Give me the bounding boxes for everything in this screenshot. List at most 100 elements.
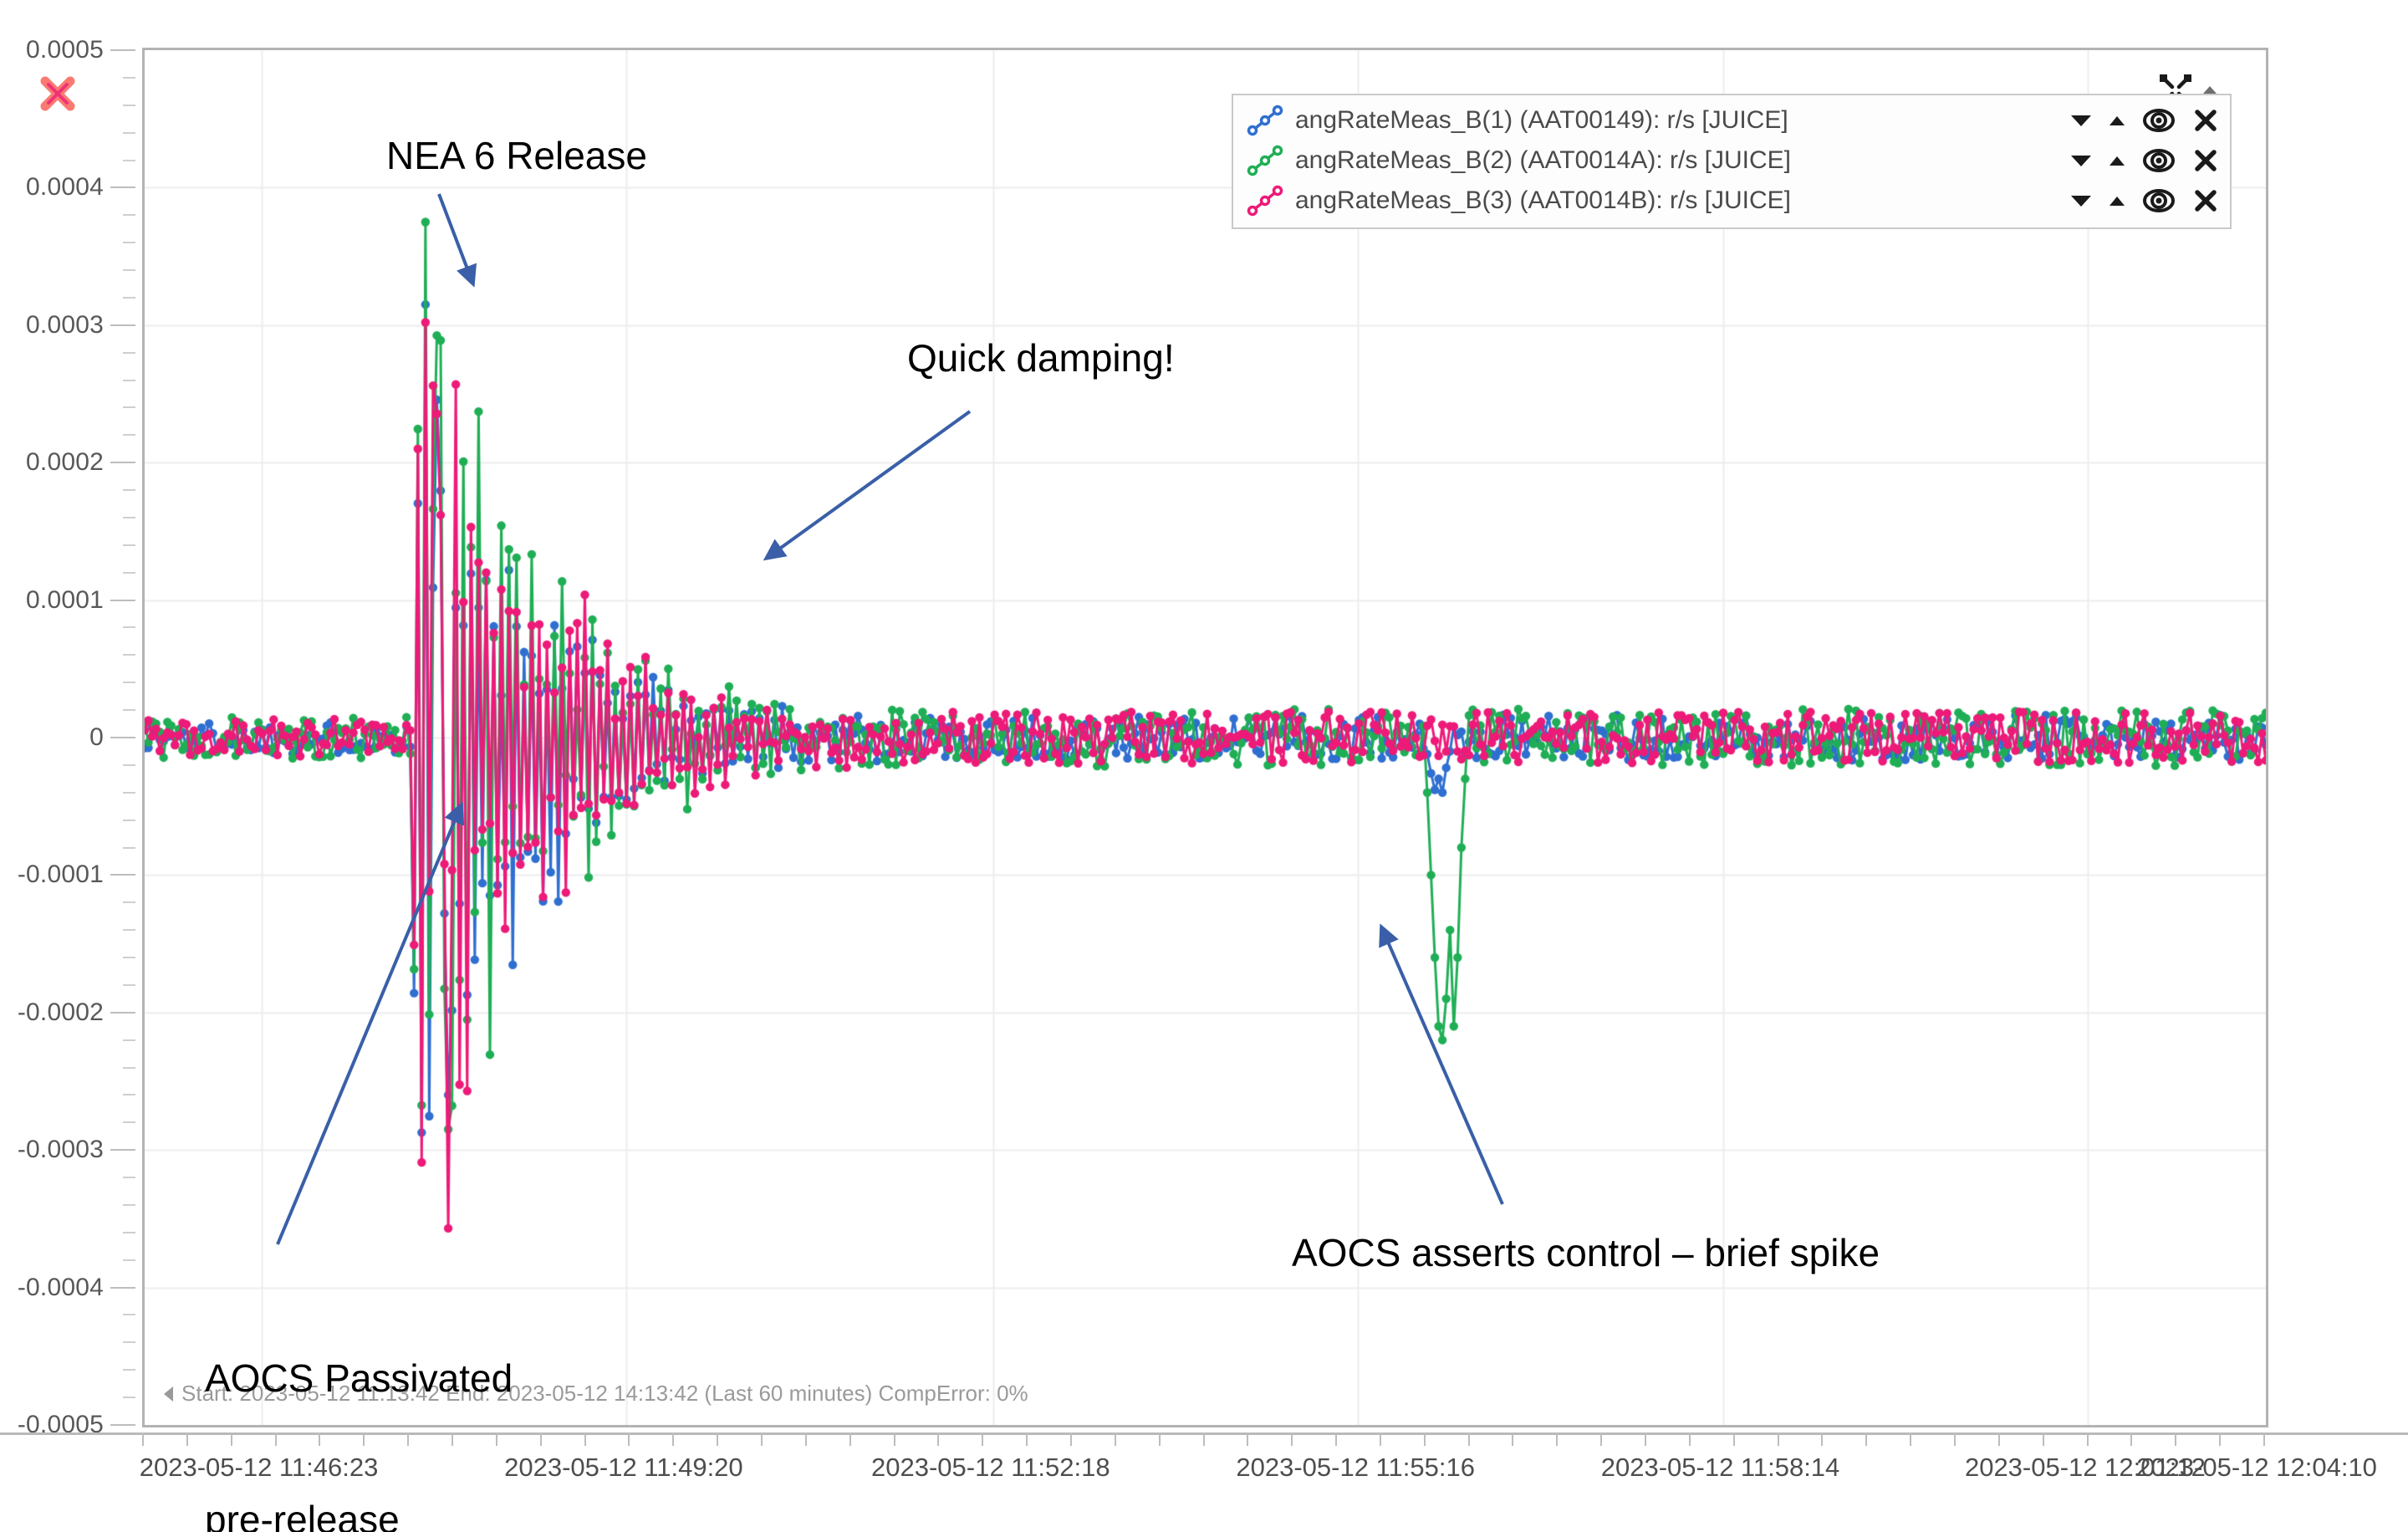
x-tick-mark (937, 1432, 940, 1446)
y-tick-mark (110, 49, 135, 51)
x-tick-mark (1379, 1432, 1381, 1446)
y-tick-minor-mark (123, 1203, 135, 1206)
y-tick-mark (110, 874, 135, 876)
x-tick-mark (628, 1432, 630, 1446)
y-tick-mark (110, 1424, 135, 1426)
y-tick-mark (110, 462, 135, 464)
move-down-icon[interactable] (2071, 195, 2091, 207)
x-tick-mark (2219, 1432, 2222, 1446)
x-tick-mark (1865, 1432, 1868, 1446)
y-tick-minor-mark (123, 1177, 135, 1179)
y-tick-label: -0.0004 (17, 1273, 104, 1301)
move-down-icon[interactable] (2071, 115, 2091, 126)
series-line-icon (1247, 104, 1285, 137)
x-tick-mark (1335, 1432, 1338, 1446)
annotation-nea6-release: NEA 6 Release (386, 134, 647, 177)
legend-row[interactable]: angRateMeas_B(1) (AAT00149): r/s [JUICE] (1237, 100, 2227, 140)
status-text: Start: 2023-05-12 11:13:42 End: 2023-05-… (181, 1381, 1028, 1406)
x-tick-label: 2023-05-12 12:01:12 (1964, 1453, 2206, 1482)
y-tick-minor-mark (123, 901, 135, 904)
move-up-icon[interactable] (2110, 196, 2125, 206)
x-tick-label: 2023-05-12 11:55:16 (1236, 1453, 1475, 1482)
x-tick-mark (893, 1432, 895, 1446)
y-tick-minor-mark (123, 1397, 135, 1399)
visibility-eye-icon[interactable] (2143, 109, 2175, 132)
chart-legend[interactable]: angRateMeas_B(1) (AAT00149): r/s [JUICE] (1232, 94, 2232, 229)
legend-controls[interactable] (2058, 188, 2218, 213)
y-tick-minor-mark (123, 1039, 135, 1041)
x-axis: 2023-05-12 11:46:23 2023-05-12 11:49:20 20… (0, 1427, 2408, 1532)
move-up-icon[interactable] (2110, 115, 2125, 125)
x-tick-mark (2175, 1432, 2177, 1446)
x-tick-mark (1512, 1432, 1514, 1446)
y-tick-minor-mark (123, 682, 135, 684)
y-tick-minor-mark (123, 242, 135, 244)
x-tick-label: 2023-05-12 11:49:20 (504, 1453, 743, 1482)
x-tick-mark (495, 1432, 497, 1446)
x-tick-mark (1291, 1432, 1293, 1446)
y-tick-minor-mark (123, 654, 135, 656)
y-tick-mark (110, 599, 135, 601)
remove-series-icon[interactable] (2193, 148, 2218, 173)
x-tick-mark (2042, 1432, 2044, 1446)
x-tick-mark (2263, 1432, 2265, 1446)
x-tick-mark (1158, 1432, 1161, 1446)
x-tick-mark (451, 1432, 453, 1446)
y-tick-mark (110, 737, 135, 738)
y-tick-minor-mark (123, 406, 135, 409)
plot-area[interactable] (142, 48, 2268, 1427)
y-axis: 0.0005 0.0004 0.0003 0.0002 0.0001 0 -0.0001 -0… (0, 36, 142, 1438)
y-tick-minor-mark (123, 1369, 135, 1371)
close-icon[interactable] (38, 74, 78, 114)
y-tick-minor-mark (123, 846, 135, 849)
y-tick-minor-mark (123, 269, 135, 272)
x-tick-mark (1026, 1432, 1028, 1446)
y-tick-minor-mark (123, 131, 135, 134)
y-tick-minor-mark (123, 1066, 135, 1069)
x-tick-mark (1247, 1432, 1249, 1446)
x-tick-mark (1114, 1432, 1116, 1446)
remove-series-icon[interactable] (2193, 108, 2218, 133)
x-tick-mark (1423, 1432, 1426, 1446)
y-tick-minor-mark (123, 516, 135, 518)
y-tick-label: 0.0005 (26, 36, 104, 64)
visibility-eye-icon[interactable] (2143, 189, 2175, 212)
status-bar: Start: 2023-05-12 11:13:42 End: 2023-05-… (164, 1381, 1028, 1407)
collapse-icon[interactable] (2201, 81, 2219, 104)
y-tick-label: 0.0003 (26, 310, 104, 339)
move-up-icon[interactable] (2110, 156, 2125, 166)
x-tick-mark (1777, 1432, 1779, 1446)
x-tick-mark (2130, 1432, 2133, 1446)
move-down-icon[interactable] (2071, 155, 2091, 166)
y-tick-label: -0.0003 (17, 1136, 104, 1164)
remove-series-icon[interactable] (2193, 188, 2218, 213)
x-tick-mark (1910, 1432, 1912, 1446)
x-tick-mark (1732, 1432, 1735, 1446)
y-tick-minor-mark (123, 1259, 135, 1261)
y-tick-minor-mark (123, 626, 135, 629)
x-tick-label: 2023-05-12 12:04:10 (2136, 1453, 2377, 1482)
legend-row[interactable]: angRateMeas_B(3) (AAT0014B): r/s [JUICE] (1237, 181, 2227, 221)
series-line-icon (1247, 144, 1285, 177)
legend-row[interactable]: angRateMeas_B(2) (AAT0014A): r/s [JUICE] (1237, 140, 2227, 181)
y-tick-label: 0.0002 (26, 448, 104, 477)
legend-controls[interactable] (2058, 108, 2218, 133)
y-tick-minor-mark (123, 379, 135, 381)
y-tick-minor-mark (123, 929, 135, 932)
x-tick-mark (1600, 1432, 1603, 1446)
x-tick-mark (319, 1432, 321, 1446)
y-tick-minor-mark (123, 1121, 135, 1124)
x-tick-mark (804, 1432, 807, 1446)
legend-label: angRateMeas_B(2) (AAT0014A): r/s [JUICE] (1295, 146, 1791, 174)
x-tick-mark (274, 1432, 277, 1446)
x-tick-mark (363, 1432, 365, 1446)
y-tick-minor-mark (123, 76, 135, 79)
x-tick-mark (584, 1432, 586, 1446)
visibility-eye-icon[interactable] (2143, 149, 2175, 172)
plot-canvas[interactable] (145, 50, 2266, 1425)
previous-range-icon[interactable] (164, 1386, 173, 1402)
y-tick-minor-mark (123, 1314, 135, 1316)
annotation-aocs-passivated: AOCS Passivated pre-release (205, 1261, 513, 1532)
legend-controls[interactable] (2058, 148, 2218, 173)
